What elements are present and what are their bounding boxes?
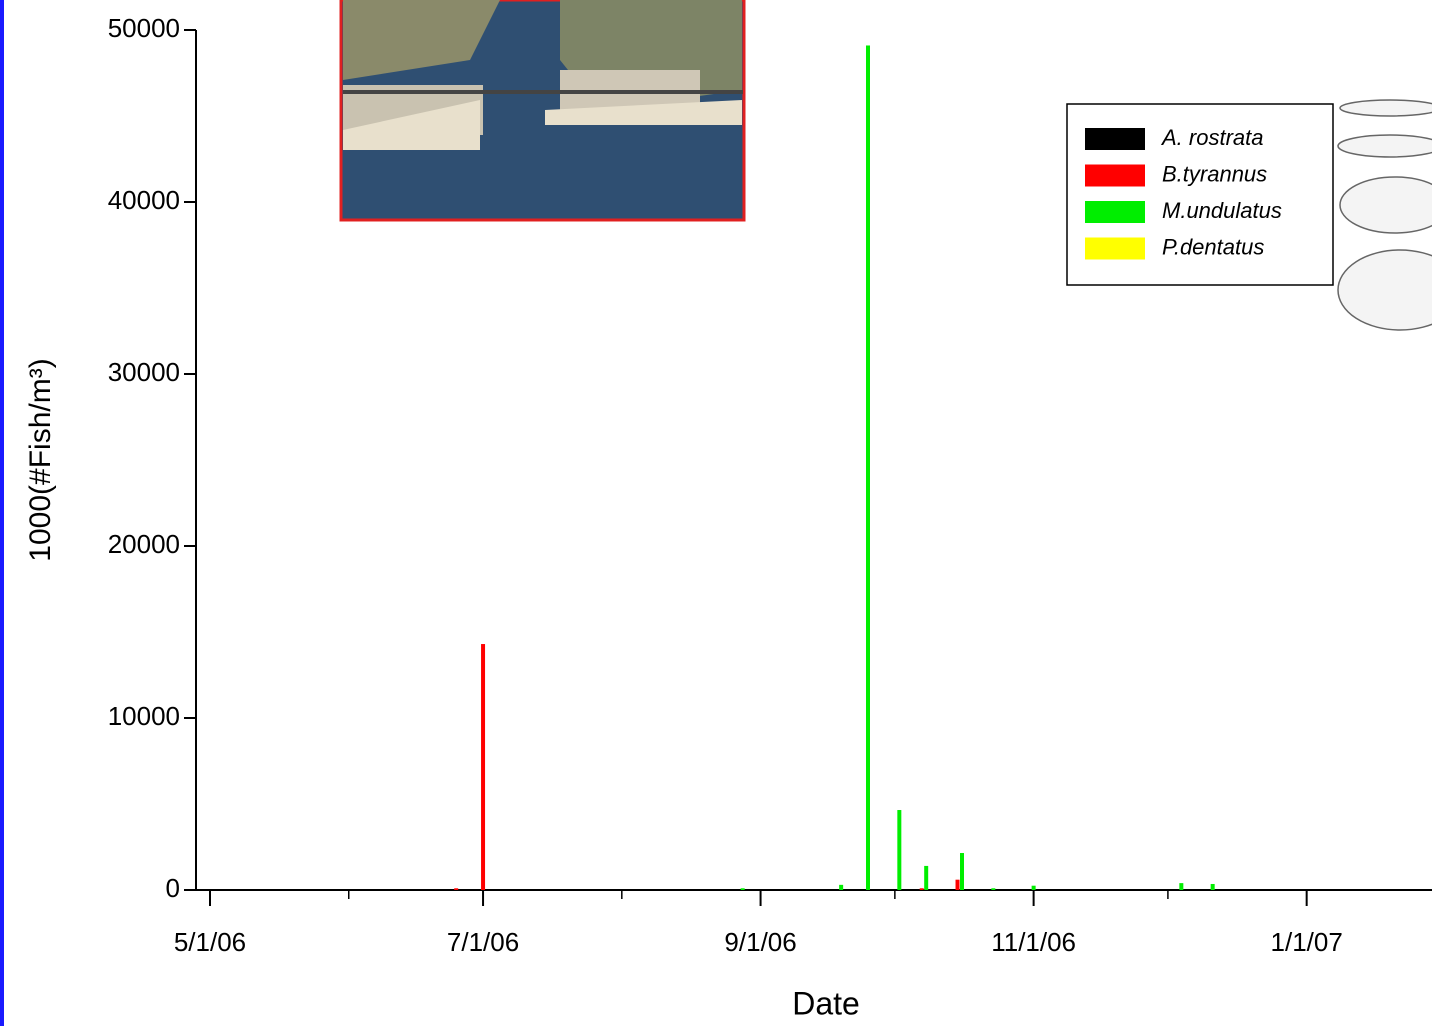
- legend-label: P.dentatus: [1162, 234, 1264, 259]
- x-axis-title: Date: [792, 985, 860, 1021]
- window-border: [0, 0, 4, 1026]
- bar: [955, 879, 960, 890]
- bar: [839, 884, 844, 890]
- x-tick-label: 7/1/06: [447, 927, 519, 957]
- bar: [897, 810, 902, 890]
- inset-photo: [339, 0, 746, 222]
- x-tick-label: 1/1/07: [1271, 927, 1343, 957]
- legend-swatch: [1085, 164, 1145, 187]
- bar: [1210, 883, 1215, 890]
- legend-label: B.tyrannus: [1162, 161, 1267, 186]
- bar: [991, 888, 996, 890]
- bar: [1179, 883, 1184, 890]
- y-tick-label: 50000: [108, 13, 180, 43]
- bar: [740, 888, 745, 890]
- bar: [866, 45, 870, 891]
- y-tick-label: 10000: [108, 701, 180, 731]
- legend-swatch: [1085, 237, 1145, 260]
- y-tick-label: 20000: [108, 529, 180, 559]
- bar: [919, 888, 924, 890]
- bar: [924, 865, 929, 890]
- x-tick-label: 5/1/06: [174, 927, 246, 957]
- legend-label: M.undulatus: [1162, 198, 1282, 223]
- y-tick-label: 30000: [108, 357, 180, 387]
- bar: [1031, 885, 1036, 890]
- x-tick-label: 11/1/06: [991, 927, 1076, 957]
- legend-label: A. rostrata: [1160, 125, 1263, 150]
- bar: [454, 888, 459, 890]
- legend-swatch: [1085, 201, 1145, 223]
- x-tick-label: 9/1/06: [724, 927, 796, 957]
- bar: [481, 644, 486, 890]
- legend-swatch: [1085, 128, 1145, 150]
- bar: [960, 853, 964, 890]
- y-axis-title: 1000(#Fish/m³): [24, 358, 57, 561]
- y-tick-label: 40000: [108, 185, 180, 215]
- fish-drawings: [1337, 99, 1432, 331]
- legend: A. rostrata B.tyrannus M.undulatus P.dentat…: [1066, 103, 1334, 286]
- y-tick-label: 0: [166, 873, 180, 903]
